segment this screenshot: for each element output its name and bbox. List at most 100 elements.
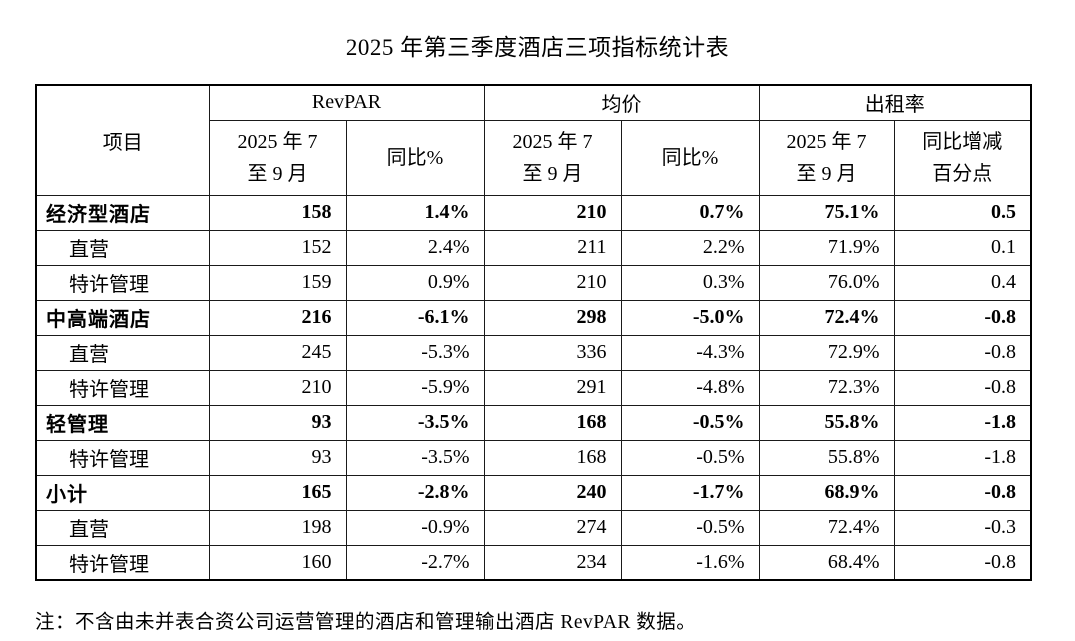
value-cell: 210 bbox=[483, 194, 622, 231]
value-cell: 234 bbox=[483, 544, 622, 581]
table-row: 特许管理 93 -3.5% 168 -0.5% 55.8% -1.8 bbox=[35, 439, 1032, 476]
value-cell: 76.0% bbox=[758, 264, 895, 301]
table-row: 直营 245 -5.3% 336 -4.3% 72.9% -0.8 bbox=[35, 334, 1032, 371]
row-label: 特许管理 bbox=[35, 369, 210, 406]
value-cell: 71.9% bbox=[758, 229, 895, 266]
col-header-price-period: 2025 年 7 至 9 月 bbox=[483, 119, 622, 196]
value-cell: 198 bbox=[208, 509, 347, 546]
row-label: 特许管理 bbox=[35, 544, 210, 581]
value-cell: 72.9% bbox=[758, 334, 895, 371]
table-row: 中高端酒店 216 -6.1% 298 -5.0% 72.4% -0.8 bbox=[35, 299, 1032, 336]
value-cell: -0.9% bbox=[345, 509, 485, 546]
value-cell: -0.8 bbox=[893, 474, 1032, 511]
value-cell: 0.7% bbox=[620, 194, 760, 231]
value-cell: -5.3% bbox=[345, 334, 485, 371]
page: 2025 年第三季度酒店三项指标统计表 项目 RevPAR 均价 出租率 202… bbox=[0, 28, 1075, 634]
value-cell: -3.5% bbox=[345, 404, 485, 441]
row-label: 直营 bbox=[35, 229, 210, 266]
table-body: 经济型酒店 158 1.4% 210 0.7% 75.1% 0.5 直营 152… bbox=[35, 194, 1032, 581]
value-cell: 210 bbox=[208, 369, 347, 406]
value-cell: 0.5 bbox=[893, 194, 1032, 231]
value-cell: -1.6% bbox=[620, 544, 760, 581]
value-cell: 336 bbox=[483, 334, 622, 371]
value-cell: 159 bbox=[208, 264, 347, 301]
value-cell: 210 bbox=[483, 264, 622, 301]
value-cell: 0.1 bbox=[893, 229, 1032, 266]
value-cell: 291 bbox=[483, 369, 622, 406]
col-header-revpar-yoy: 同比% bbox=[345, 119, 485, 196]
value-cell: 152 bbox=[208, 229, 347, 266]
value-cell: 1.4% bbox=[345, 194, 485, 231]
value-cell: 211 bbox=[483, 229, 622, 266]
value-cell: -5.9% bbox=[345, 369, 485, 406]
value-cell: -0.8 bbox=[893, 334, 1032, 371]
value-cell: 72.4% bbox=[758, 509, 895, 546]
value-cell: 68.9% bbox=[758, 474, 895, 511]
value-cell: 55.8% bbox=[758, 439, 895, 476]
value-cell: -0.5% bbox=[620, 404, 760, 441]
value-cell: -1.8 bbox=[893, 439, 1032, 476]
value-cell: -0.8 bbox=[893, 299, 1032, 336]
value-cell: 298 bbox=[483, 299, 622, 336]
value-cell: 55.8% bbox=[758, 404, 895, 441]
col-group-avg-price: 均价 bbox=[483, 84, 760, 121]
value-cell: 68.4% bbox=[758, 544, 895, 581]
value-cell: 2.4% bbox=[345, 229, 485, 266]
value-cell: -0.5% bbox=[620, 509, 760, 546]
table-row: 直营 152 2.4% 211 2.2% 71.9% 0.1 bbox=[35, 229, 1032, 266]
col-header-occupancy-period: 2025 年 7 至 9 月 bbox=[758, 119, 895, 196]
row-label: 小计 bbox=[35, 474, 210, 511]
value-cell: 0.9% bbox=[345, 264, 485, 301]
value-cell: -0.3 bbox=[893, 509, 1032, 546]
value-cell: 160 bbox=[208, 544, 347, 581]
col-header-occupancy-yoy: 同比增减 百分点 bbox=[893, 119, 1032, 196]
value-cell: -3.5% bbox=[345, 439, 485, 476]
footnote: 注：不含由未并表合资公司运营管理的酒店和管理输出酒店 RevPAR 数据。 bbox=[35, 612, 697, 633]
row-label: 经济型酒店 bbox=[35, 194, 210, 231]
value-cell: 93 bbox=[208, 439, 347, 476]
row-label: 特许管理 bbox=[35, 264, 210, 301]
value-cell: -4.8% bbox=[620, 369, 760, 406]
value-cell: -1.7% bbox=[620, 474, 760, 511]
col-header-revpar-period: 2025 年 7 至 9 月 bbox=[208, 119, 347, 196]
hotel-indicators-table: 项目 RevPAR 均价 出租率 2025 年 7 至 9 月 同比% 2025… bbox=[35, 84, 1033, 581]
group-header-row: 项目 RevPAR 均价 出租率 bbox=[35, 84, 1032, 196]
value-cell: -5.0% bbox=[620, 299, 760, 336]
value-cell: 274 bbox=[483, 509, 622, 546]
row-label: 中高端酒店 bbox=[35, 299, 210, 336]
page-title: 2025 年第三季度酒店三项指标统计表 bbox=[345, 35, 730, 60]
table-row: 经济型酒店 158 1.4% 210 0.7% 75.1% 0.5 bbox=[35, 194, 1032, 231]
value-cell: 72.4% bbox=[758, 299, 895, 336]
value-cell: -4.3% bbox=[620, 334, 760, 371]
value-cell: 158 bbox=[208, 194, 347, 231]
value-cell: 0.3% bbox=[620, 264, 760, 301]
value-cell: 2.2% bbox=[620, 229, 760, 266]
table-header: 项目 RevPAR 均价 出租率 2025 年 7 至 9 月 同比% 2025… bbox=[35, 84, 1032, 196]
row-label: 轻管理 bbox=[35, 404, 210, 441]
table-row: 特许管理 210 -5.9% 291 -4.8% 72.3% -0.8 bbox=[35, 369, 1032, 406]
row-label: 直营 bbox=[35, 509, 210, 546]
table-row: 小计 165 -2.8% 240 -1.7% 68.9% -0.8 bbox=[35, 474, 1032, 511]
col-header-price-yoy: 同比% bbox=[620, 119, 760, 196]
col-group-occupancy: 出租率 bbox=[758, 84, 1032, 121]
value-cell: 165 bbox=[208, 474, 347, 511]
table-row: 特许管理 159 0.9% 210 0.3% 76.0% 0.4 bbox=[35, 264, 1032, 301]
value-cell: -6.1% bbox=[345, 299, 485, 336]
row-label: 特许管理 bbox=[35, 439, 210, 476]
value-cell: -2.8% bbox=[345, 474, 485, 511]
table-row: 直营 198 -0.9% 274 -0.5% 72.4% -0.3 bbox=[35, 509, 1032, 546]
value-cell: -2.7% bbox=[345, 544, 485, 581]
table-row: 特许管理 160 -2.7% 234 -1.6% 68.4% -0.8 bbox=[35, 544, 1032, 581]
value-cell: 216 bbox=[208, 299, 347, 336]
value-cell: 0.4 bbox=[893, 264, 1032, 301]
value-cell: -0.8 bbox=[893, 544, 1032, 581]
value-cell: -0.5% bbox=[620, 439, 760, 476]
value-cell: 93 bbox=[208, 404, 347, 441]
value-cell: 168 bbox=[483, 404, 622, 441]
table-row: 轻管理 93 -3.5% 168 -0.5% 55.8% -1.8 bbox=[35, 404, 1032, 441]
col-group-revpar: RevPAR bbox=[208, 84, 485, 121]
value-cell: 75.1% bbox=[758, 194, 895, 231]
value-cell: 245 bbox=[208, 334, 347, 371]
value-cell: 168 bbox=[483, 439, 622, 476]
value-cell: -0.8 bbox=[893, 369, 1032, 406]
